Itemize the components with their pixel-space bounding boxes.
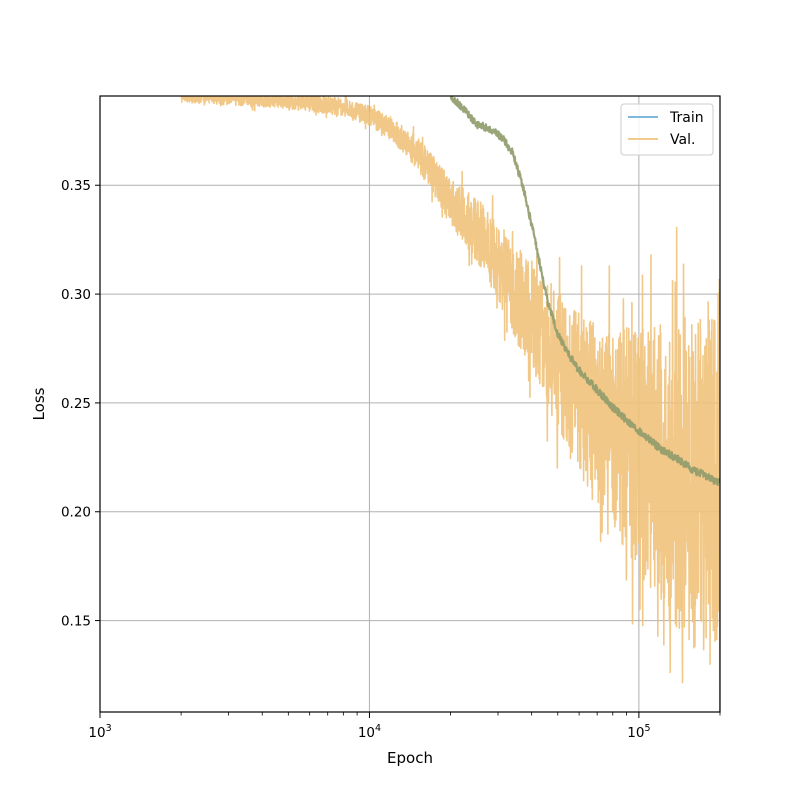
plot-frame — [99, 95, 721, 713]
y-axis-label: Loss — [30, 387, 48, 420]
y-tick-label: 0.30 — [61, 287, 91, 303]
x-tick-base: 10 — [358, 725, 375, 741]
x-tick-label: 104 — [358, 723, 381, 741]
x-tick-exponent: 5 — [644, 723, 650, 734]
x-tick-base: 10 — [88, 725, 105, 741]
series-val-line — [180, 96, 720, 712]
legend-label-val: Val. — [670, 132, 695, 148]
x-axis-label: Epoch — [387, 749, 433, 767]
axis-ticks — [95, 184, 721, 718]
x-tick-base: 10 — [627, 725, 644, 741]
legend-label-train: Train — [669, 110, 704, 126]
y-tick-label: 0.25 — [61, 396, 91, 412]
legend: Train Val. — [620, 103, 714, 156]
y-tick-label: 0.20 — [61, 505, 91, 521]
y-tick-label: 0.35 — [61, 178, 91, 194]
x-tick-exponent: 4 — [375, 723, 381, 734]
y-tick-label: 0.15 — [61, 614, 91, 630]
series-layer — [180, 96, 720, 712]
x-tick-label: 105 — [627, 723, 650, 741]
series-train-line — [449, 96, 720, 487]
grid-lines — [100, 96, 720, 712]
x-tick-exponent: 3 — [106, 723, 112, 734]
x-tick-label: 103 — [88, 723, 111, 741]
